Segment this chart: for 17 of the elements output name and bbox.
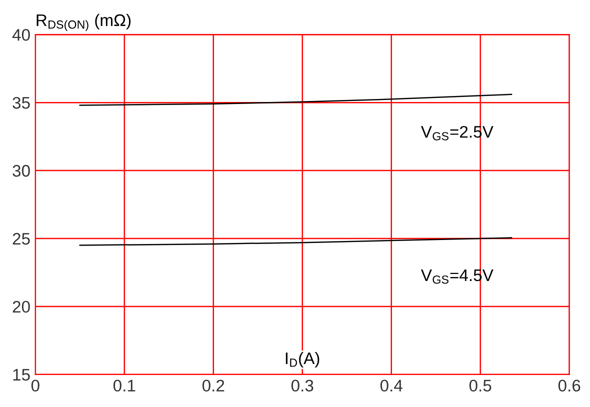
x-tick-label: 0.2 bbox=[202, 380, 224, 392]
y-tick-label: 20 bbox=[12, 300, 30, 313]
y-axis-title: R$_{DS(ON)}$ (mΩ) bbox=[36, 14, 131, 31]
x-tick-label: 0.4 bbox=[380, 380, 402, 392]
y-tick-label: 30 bbox=[12, 164, 30, 177]
x-axis-title: I$_{D}$(A) bbox=[286, 352, 320, 368]
x-tick-label: 0.3 bbox=[291, 380, 314, 392]
y-tick-label: 40 bbox=[12, 28, 30, 41]
x-tick-label: 0.1 bbox=[113, 380, 136, 392]
y-tick-label: 35 bbox=[12, 96, 30, 109]
x-tick-label: 0.5 bbox=[469, 380, 492, 392]
x-tick-label: 0 bbox=[31, 380, 40, 392]
line-series bbox=[79, 94, 512, 106]
line-series bbox=[79, 237, 512, 246]
y-tick-label: 25 bbox=[12, 232, 30, 245]
y-tick-label: 15 bbox=[13, 369, 30, 381]
x-tick-label: 0.6 bbox=[558, 380, 580, 392]
